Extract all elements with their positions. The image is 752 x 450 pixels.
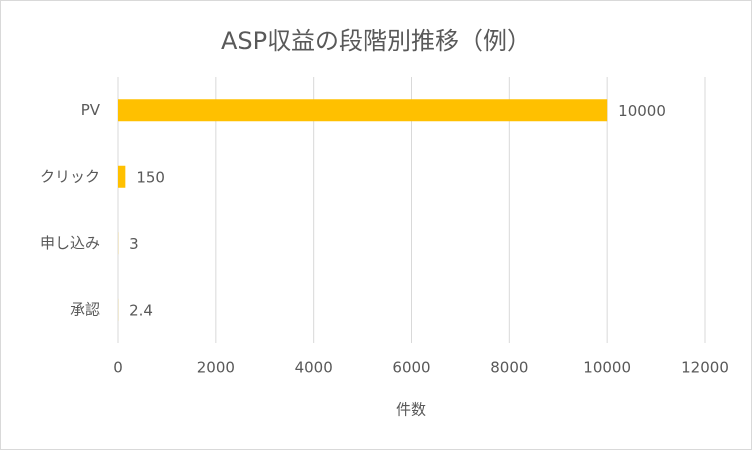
- y-tick-label: 申し込み: [40, 234, 100, 252]
- x-tick-label: 6000: [392, 359, 430, 377]
- data-label: 150: [136, 168, 165, 186]
- x-tick-label: 4000: [295, 359, 333, 377]
- x-tick-label: 8000: [490, 359, 528, 377]
- x-tick-label: 12000: [681, 359, 729, 377]
- x-tick-label: 2000: [197, 359, 235, 377]
- chart-title: ASP収益の段階別推移（例）: [221, 27, 531, 55]
- y-tick-label: PV: [81, 101, 101, 119]
- bar: [118, 165, 126, 188]
- y-tick-label: クリック: [40, 167, 100, 185]
- x-axis-label: 件数: [396, 401, 426, 419]
- x-tick-label: 10000: [583, 359, 631, 377]
- y-tick-label: 承認: [70, 300, 100, 318]
- data-label: 10000: [618, 102, 666, 120]
- data-label: 3: [129, 235, 139, 253]
- bar: [118, 99, 608, 122]
- x-tick-label: 0: [113, 359, 123, 377]
- data-label: 2.4: [129, 301, 153, 319]
